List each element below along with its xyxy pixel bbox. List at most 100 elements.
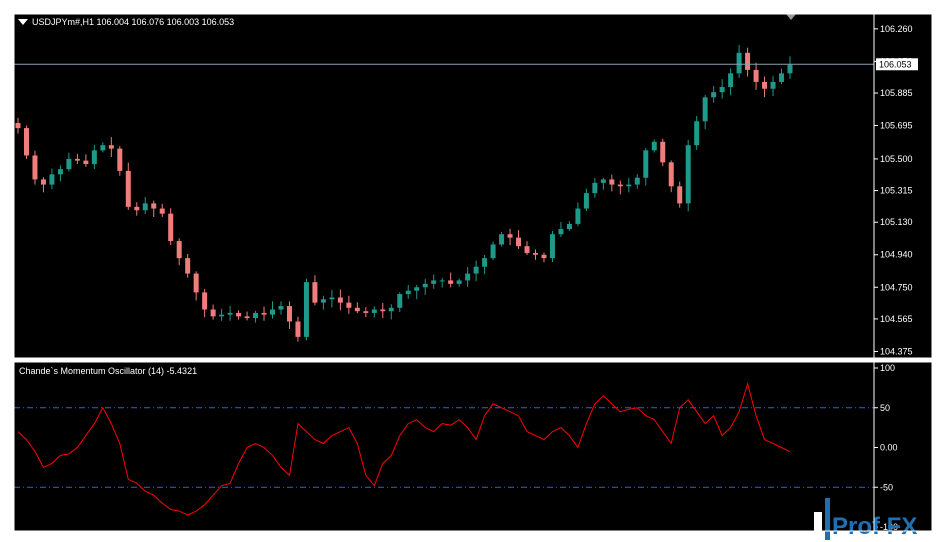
candle-body (108, 145, 114, 149)
candle-body (482, 258, 488, 267)
candle-body (253, 312, 259, 319)
candle-body (312, 282, 318, 303)
candle-body (159, 208, 165, 214)
candle-body (151, 203, 157, 209)
current-price-label: 106.053 (879, 59, 912, 69)
candle-body (473, 266, 479, 274)
candle-body (66, 158, 72, 170)
price-tick-label: 104.565 (880, 314, 913, 324)
candle-body (660, 141, 666, 163)
candle-body (465, 273, 471, 281)
price-tick-label: 105.130 (880, 217, 913, 227)
cmo-line (17, 382, 791, 516)
watermark-text: Prof FX (832, 513, 917, 540)
indicator-tick-label: -50 (880, 482, 893, 492)
candle-body (770, 81, 776, 89)
candle-body (286, 306, 292, 322)
symbol-dropdown-icon[interactable] (18, 19, 28, 25)
indicator-axis: 100 50 0.00 -50 -100 (874, 363, 898, 532)
candle-body (40, 179, 46, 185)
oscillator-levels (14, 407, 874, 488)
candle-body (57, 169, 63, 175)
candle-body (592, 182, 598, 194)
candle-body (549, 234, 555, 259)
candle-body (405, 290, 411, 295)
price-tick-label: 104.375 (880, 346, 913, 356)
price-tick-label: 105.885 (880, 88, 913, 98)
indicator-tick-label: 0.00 (880, 443, 898, 453)
candle-body (541, 254, 547, 259)
indicator-axis-background (874, 362, 932, 531)
candle-body (532, 253, 538, 255)
candle-body (651, 141, 657, 151)
candle-body (609, 179, 615, 185)
candle-body (431, 280, 437, 284)
candle-body (320, 299, 326, 303)
indicator-tick-label: -100 (880, 522, 898, 532)
candle-body (168, 213, 174, 242)
candle-body (668, 162, 674, 187)
candle-body (779, 73, 785, 82)
indicator-panel-frame (13, 361, 933, 532)
candle-body (278, 306, 284, 310)
candle-body (685, 145, 691, 204)
candle-body (728, 73, 734, 88)
oscillator-series (17, 382, 791, 516)
indicator-tick-label: 100 (880, 363, 895, 373)
candle-body (719, 87, 725, 93)
candle-body (575, 208, 581, 224)
candle-body (507, 234, 513, 238)
prof-fx-logo: Prof FX (814, 498, 917, 540)
candle-body (380, 309, 386, 312)
candle-body (499, 234, 505, 245)
candle-body (702, 97, 708, 122)
candle-body (711, 92, 717, 98)
candle-body (448, 280, 454, 284)
price-tick-label: 105.695 (880, 121, 913, 131)
candle-body (524, 246, 530, 254)
candle-body (753, 69, 759, 82)
candle-body (49, 174, 55, 185)
candle-body (346, 302, 352, 308)
candle-body (176, 241, 182, 259)
price-tick-label: 104.940 (880, 250, 913, 260)
price-tick-label: 106.260 (880, 24, 913, 34)
candle-body (626, 184, 632, 187)
symbol-info: USDJPYm#,H1 106.004 106.076 106.003 106.… (32, 17, 234, 27)
candle-body (617, 184, 623, 187)
candle-body (490, 244, 496, 259)
price-tick-label: 105.500 (880, 154, 913, 164)
candle-body (91, 150, 97, 165)
candle-body (736, 52, 742, 74)
candle-body (219, 314, 225, 317)
candle-body (363, 311, 369, 313)
candle-body (142, 203, 148, 211)
candle-body (193, 273, 199, 293)
candle-body (643, 150, 649, 178)
candle-body (388, 307, 394, 312)
price-panel-frame (13, 13, 933, 359)
candle-body (295, 321, 301, 337)
candle-body (397, 294, 403, 308)
candle-body (516, 237, 522, 247)
current-price-line: 106.053 (14, 58, 918, 71)
candle-body (600, 179, 606, 183)
price-axis-background (874, 14, 932, 358)
candle-body (32, 155, 38, 180)
candle-body (303, 282, 309, 337)
candle-body (414, 287, 420, 291)
candle-body (227, 312, 233, 315)
candle-body (210, 309, 216, 317)
chart-shift-marker-icon[interactable] (786, 14, 796, 20)
candle-body (354, 307, 360, 312)
candle-body (202, 292, 208, 310)
candlestick-series (15, 45, 793, 342)
price-tick-label: 105.315 (880, 186, 913, 196)
current-price-label-bg (876, 58, 918, 71)
candle-body (117, 148, 123, 171)
candle-body (329, 297, 335, 300)
candle-body (125, 170, 131, 207)
candle-body (422, 283, 428, 288)
